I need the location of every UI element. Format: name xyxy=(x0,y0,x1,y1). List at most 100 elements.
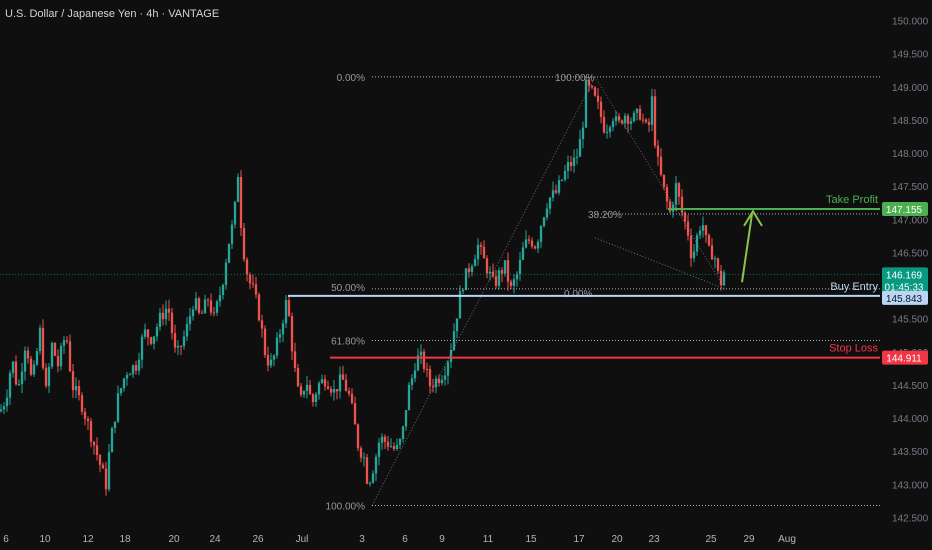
candle-body[interactable] xyxy=(8,372,12,398)
candle-body[interactable] xyxy=(404,410,408,427)
candle-body[interactable] xyxy=(17,384,21,386)
candle-body[interactable] xyxy=(659,156,663,175)
candle-body[interactable] xyxy=(260,320,264,329)
candle-body[interactable] xyxy=(323,379,327,387)
candle-body[interactable] xyxy=(377,442,381,457)
candle-body[interactable] xyxy=(626,115,630,124)
candle-body[interactable] xyxy=(227,243,231,263)
candle-body[interactable] xyxy=(131,365,135,375)
candle-body[interactable] xyxy=(254,284,258,295)
candle-body[interactable] xyxy=(347,390,351,394)
candle-body[interactable] xyxy=(380,436,384,443)
candle-body[interactable] xyxy=(632,112,636,122)
candle-body[interactable] xyxy=(233,201,237,225)
candle-body[interactable] xyxy=(467,268,471,273)
candle-body[interactable] xyxy=(509,281,513,286)
candle-body[interactable] xyxy=(317,383,321,395)
candle-body[interactable] xyxy=(449,350,453,363)
candle-body[interactable] xyxy=(476,244,480,260)
candle-body[interactable] xyxy=(473,259,477,267)
candle-body[interactable] xyxy=(2,406,6,410)
candle-body[interactable] xyxy=(482,246,486,259)
candle-body[interactable] xyxy=(29,358,33,375)
candle-body[interactable] xyxy=(218,295,222,302)
candle-body[interactable] xyxy=(0,409,3,412)
candle-body[interactable] xyxy=(149,337,153,344)
candle-body[interactable] xyxy=(665,186,669,202)
candle-body[interactable] xyxy=(125,374,129,379)
candle-body[interactable] xyxy=(122,378,126,389)
candle-body[interactable] xyxy=(425,368,429,370)
candle-body[interactable] xyxy=(59,345,63,367)
candle-body[interactable] xyxy=(617,116,621,121)
candle-body[interactable] xyxy=(263,328,267,356)
candle-body[interactable] xyxy=(653,96,657,146)
candle-body[interactable] xyxy=(311,394,315,402)
candle-body[interactable] xyxy=(140,336,144,360)
candle-body[interactable] xyxy=(158,312,162,327)
candle-body[interactable] xyxy=(83,411,87,419)
candle-body[interactable] xyxy=(710,245,714,260)
candle-body[interactable] xyxy=(518,259,522,274)
candle-body[interactable] xyxy=(635,108,639,113)
candle-body[interactable] xyxy=(278,334,282,338)
candle-body[interactable] xyxy=(362,457,366,459)
candle-body[interactable] xyxy=(521,247,525,260)
candle-body[interactable] xyxy=(269,359,273,366)
candle-body[interactable] xyxy=(395,444,399,449)
candle-body[interactable] xyxy=(479,244,483,247)
candle-body[interactable] xyxy=(401,426,405,439)
candle-body[interactable] xyxy=(20,371,24,385)
candle-body[interactable] xyxy=(179,345,183,347)
candle-body[interactable] xyxy=(338,374,342,392)
candle-body[interactable] xyxy=(572,157,576,166)
candle-body[interactable] xyxy=(284,299,288,324)
candle-body[interactable] xyxy=(302,390,306,395)
candle-body[interactable] xyxy=(506,260,510,282)
candle-body[interactable] xyxy=(92,441,96,446)
candle-body[interactable] xyxy=(620,120,624,124)
candle-body[interactable] xyxy=(575,156,579,158)
candle-body[interactable] xyxy=(104,468,108,490)
candle-body[interactable] xyxy=(416,355,420,371)
candle-body[interactable] xyxy=(14,361,18,385)
candle-body[interactable] xyxy=(50,342,54,367)
candle-body[interactable] xyxy=(113,421,117,429)
candle-body[interactable] xyxy=(503,260,507,274)
candle-body[interactable] xyxy=(11,361,15,373)
candle-body[interactable] xyxy=(332,389,336,393)
candle-body[interactable] xyxy=(413,370,417,379)
candle-body[interactable] xyxy=(677,183,681,197)
candle-body[interactable] xyxy=(197,298,201,313)
candle-body[interactable] xyxy=(353,403,357,425)
candle-body[interactable] xyxy=(590,85,594,88)
candle-body[interactable] xyxy=(329,388,333,393)
candle-body[interactable] xyxy=(530,240,534,247)
candle-body[interactable] xyxy=(251,283,255,285)
candle-body[interactable] xyxy=(500,270,504,274)
candle-body[interactable] xyxy=(137,359,141,371)
candle-body[interactable] xyxy=(248,274,252,284)
candle-body[interactable] xyxy=(644,119,648,123)
candle-body[interactable] xyxy=(560,179,564,181)
candle-body[interactable] xyxy=(242,228,246,260)
candle-body[interactable] xyxy=(437,378,441,384)
candle-body[interactable] xyxy=(389,446,393,448)
candle-body[interactable] xyxy=(470,266,474,273)
candle-body[interactable] xyxy=(629,121,633,124)
candle-body[interactable] xyxy=(5,397,9,407)
candle-body[interactable] xyxy=(569,162,573,166)
candle-body[interactable] xyxy=(98,455,102,465)
candle-body[interactable] xyxy=(650,96,654,125)
candle-body[interactable] xyxy=(683,212,687,222)
candle-body[interactable] xyxy=(71,371,75,391)
candle-body[interactable] xyxy=(152,336,156,344)
candle-body[interactable] xyxy=(656,145,660,157)
candle-body[interactable] xyxy=(290,316,294,352)
candle-body[interactable] xyxy=(356,424,360,449)
candle-body[interactable] xyxy=(53,342,57,356)
candle-body[interactable] xyxy=(368,482,372,484)
candle-body[interactable] xyxy=(203,299,207,314)
candle-body[interactable] xyxy=(707,235,711,246)
candle-body[interactable] xyxy=(602,117,606,133)
